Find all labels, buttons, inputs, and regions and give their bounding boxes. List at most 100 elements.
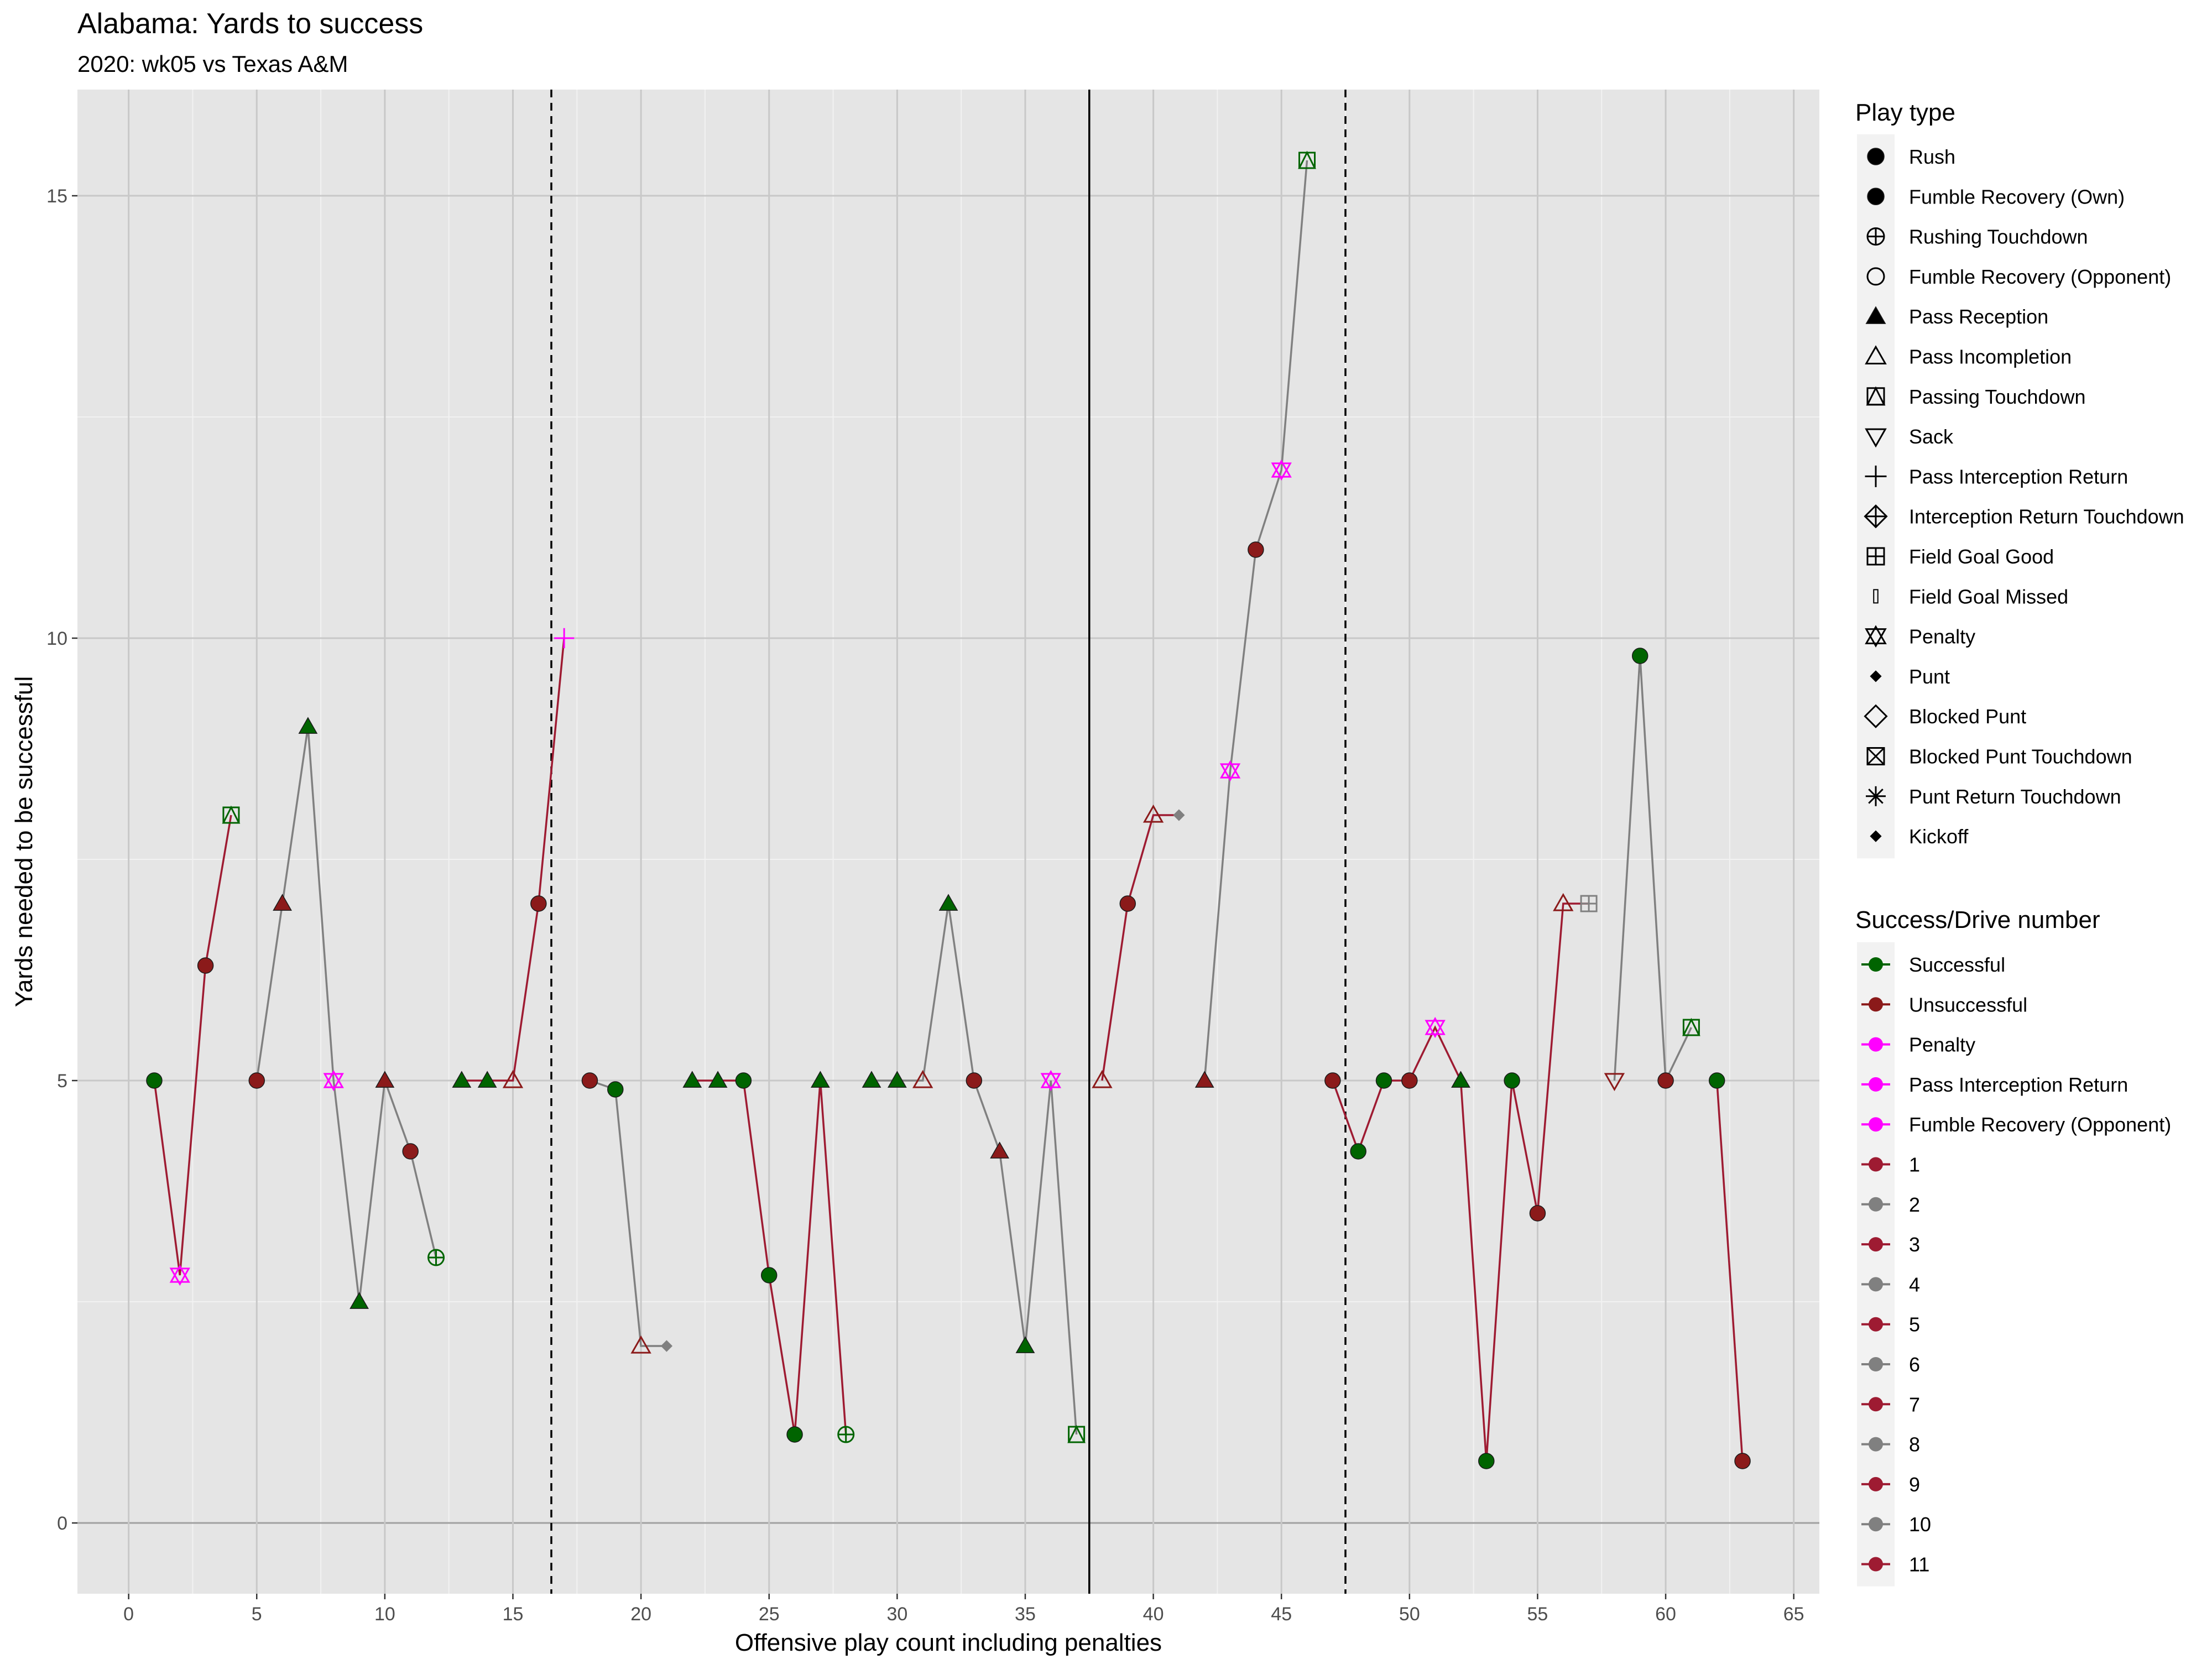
legend-success-drive-label: Fumble Recovery (Opponent) <box>1909 1113 2171 1136</box>
play-marker-24 <box>735 1072 752 1089</box>
reference-lines <box>550 90 1347 1594</box>
legend-success-drive-label: 5 <box>1909 1313 1920 1336</box>
legend-color-key <box>1861 1517 1890 1532</box>
play-marker-34 <box>990 1141 1010 1159</box>
x-tick-label: 5 <box>252 1604 262 1625</box>
x-tick-label: 35 <box>1015 1604 1036 1625</box>
legend-play-type-label: Sack <box>1909 425 1954 448</box>
play-marker-41 <box>1173 809 1185 821</box>
legend-success-drive-label: 10 <box>1909 1513 1931 1536</box>
legend-color-key <box>1861 1317 1890 1332</box>
legend-success-drive-label: 9 <box>1909 1473 1920 1496</box>
legend-success-drive-label: 2 <box>1909 1193 1920 1216</box>
chart-title: Alabama: Yards to success <box>77 8 423 40</box>
legend-color-key <box>1861 1277 1890 1292</box>
play-marker-35 <box>1015 1336 1035 1353</box>
play-markers <box>146 150 1751 1469</box>
legend-success-drive-label: Penalty <box>1909 1034 1975 1056</box>
play-marker-62 <box>1708 1072 1725 1089</box>
legend-color-key <box>1861 1157 1890 1172</box>
legend-play-type-label: Rush <box>1909 145 1955 168</box>
play-marker-12 <box>427 1249 445 1266</box>
y-tick-label: 5 <box>57 1071 67 1092</box>
play-marker-9 <box>349 1292 369 1309</box>
x-tick-label: 40 <box>1143 1604 1164 1625</box>
play-marker-47 <box>1324 1072 1341 1089</box>
play-marker-2 <box>169 1264 190 1286</box>
play-marker-58 <box>1604 1073 1625 1092</box>
play-marker-50 <box>1401 1072 1418 1089</box>
legend-play-type-label: Fumble Recovery (Own) <box>1909 185 2125 208</box>
y-tick-label: 15 <box>46 186 67 207</box>
play-marker-42 <box>1194 1071 1214 1088</box>
legend-play-type-label: Passing Touchdown <box>1909 385 2086 408</box>
legend-success-drive-label: 3 <box>1909 1233 1920 1256</box>
drive-line-1 <box>153 815 232 1276</box>
legend-key-open-circle <box>1866 267 1885 286</box>
x-tick-label: 60 <box>1655 1604 1676 1625</box>
x-tick-label: 0 <box>123 1604 134 1625</box>
play-marker-51 <box>1425 1016 1446 1039</box>
legend-play-type-label: Penalty <box>1909 625 1975 648</box>
legend-play-type-label: Pass Incompletion <box>1909 346 2072 368</box>
legend-color-key <box>1861 997 1890 1012</box>
play-marker-11 <box>402 1143 419 1160</box>
play-marker-16 <box>530 895 547 912</box>
axis-ticks: 0 5 10 15 20 25 30 35 40 45 50 55 60 65 0 5 10 15 <box>46 186 1804 1625</box>
play-marker-19 <box>607 1081 624 1098</box>
legend-key-small-bar <box>1873 589 1879 604</box>
play-marker-45 <box>1271 459 1292 481</box>
legend-play-type-key-background <box>1857 134 1895 859</box>
play-marker-38 <box>1092 1070 1113 1088</box>
play-marker-7 <box>298 717 318 734</box>
legend-key-diamond-plus <box>1864 504 1888 529</box>
x-tick-label: 55 <box>1527 1604 1548 1625</box>
play-marker-31 <box>912 1070 933 1088</box>
play-marker-57 <box>1580 895 1598 912</box>
legend-success-drive-label: 8 <box>1909 1433 1920 1456</box>
play-marker-15 <box>502 1070 524 1088</box>
play-marker-18 <box>581 1072 598 1089</box>
legend-key-plus <box>1865 465 1887 487</box>
legend-play-type-label: Punt <box>1909 665 1950 688</box>
legend-play-type-label: Kickoff <box>1909 825 1969 848</box>
play-marker-36 <box>1040 1070 1061 1092</box>
y-axis-title: Yards needed to be successful <box>11 676 38 1007</box>
legend-success-drive-label: 4 <box>1909 1273 1920 1296</box>
legend-key-filled-diamond <box>1870 830 1882 842</box>
legend-key-circle-plus <box>1866 227 1885 246</box>
play-marker-49 <box>1375 1072 1392 1089</box>
legend-play-type-title: Play type <box>1855 99 1955 126</box>
play-marker-48 <box>1350 1143 1366 1160</box>
drive-line-10 <box>1613 655 1692 1084</box>
x-axis-title: Offensive play count including penalties <box>735 1629 1162 1656</box>
play-marker-21 <box>660 1340 673 1352</box>
play-marker-20 <box>630 1335 651 1354</box>
play-marker-33 <box>966 1072 983 1089</box>
play-marker-26 <box>786 1426 803 1443</box>
play-marker-61 <box>1682 1018 1700 1036</box>
legend-key-open-triangle <box>1865 345 1887 364</box>
legend-key-filled-triangle <box>1865 306 1886 324</box>
play-marker-22 <box>682 1071 702 1088</box>
legend-success-drive-label: Unsuccessful <box>1909 993 2027 1016</box>
legend-play-type-label: Blocked Punt Touchdown <box>1909 745 2132 768</box>
play-marker-25 <box>760 1267 778 1284</box>
legend-color-key <box>1861 1237 1890 1252</box>
legend-success-drive-label: 7 <box>1909 1393 1920 1416</box>
play-marker-54 <box>1504 1072 1520 1089</box>
play-marker-63 <box>1734 1453 1751 1469</box>
play-marker-59 <box>1631 648 1648 664</box>
play-marker-30 <box>887 1071 907 1088</box>
play-marker-8 <box>323 1070 344 1092</box>
play-marker-55 <box>1529 1205 1546 1222</box>
play-marker-6 <box>273 894 292 911</box>
legend-success-drive: Success/Drive number Successful Unsuccess… <box>1855 906 2171 1587</box>
x-tick-label: 25 <box>759 1604 780 1625</box>
play-marker-37 <box>1067 1425 1086 1443</box>
x-tick-label: 10 <box>374 1604 395 1625</box>
legend-key-filled-circle <box>1867 187 1885 206</box>
play-marker-3 <box>197 957 214 974</box>
play-marker-32 <box>938 894 958 911</box>
